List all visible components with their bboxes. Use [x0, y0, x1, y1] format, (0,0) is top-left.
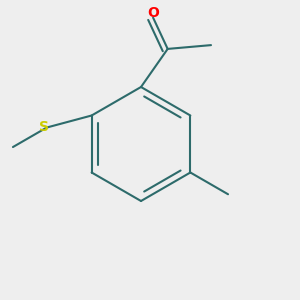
Text: O: O [147, 6, 159, 20]
Text: S: S [39, 120, 49, 134]
